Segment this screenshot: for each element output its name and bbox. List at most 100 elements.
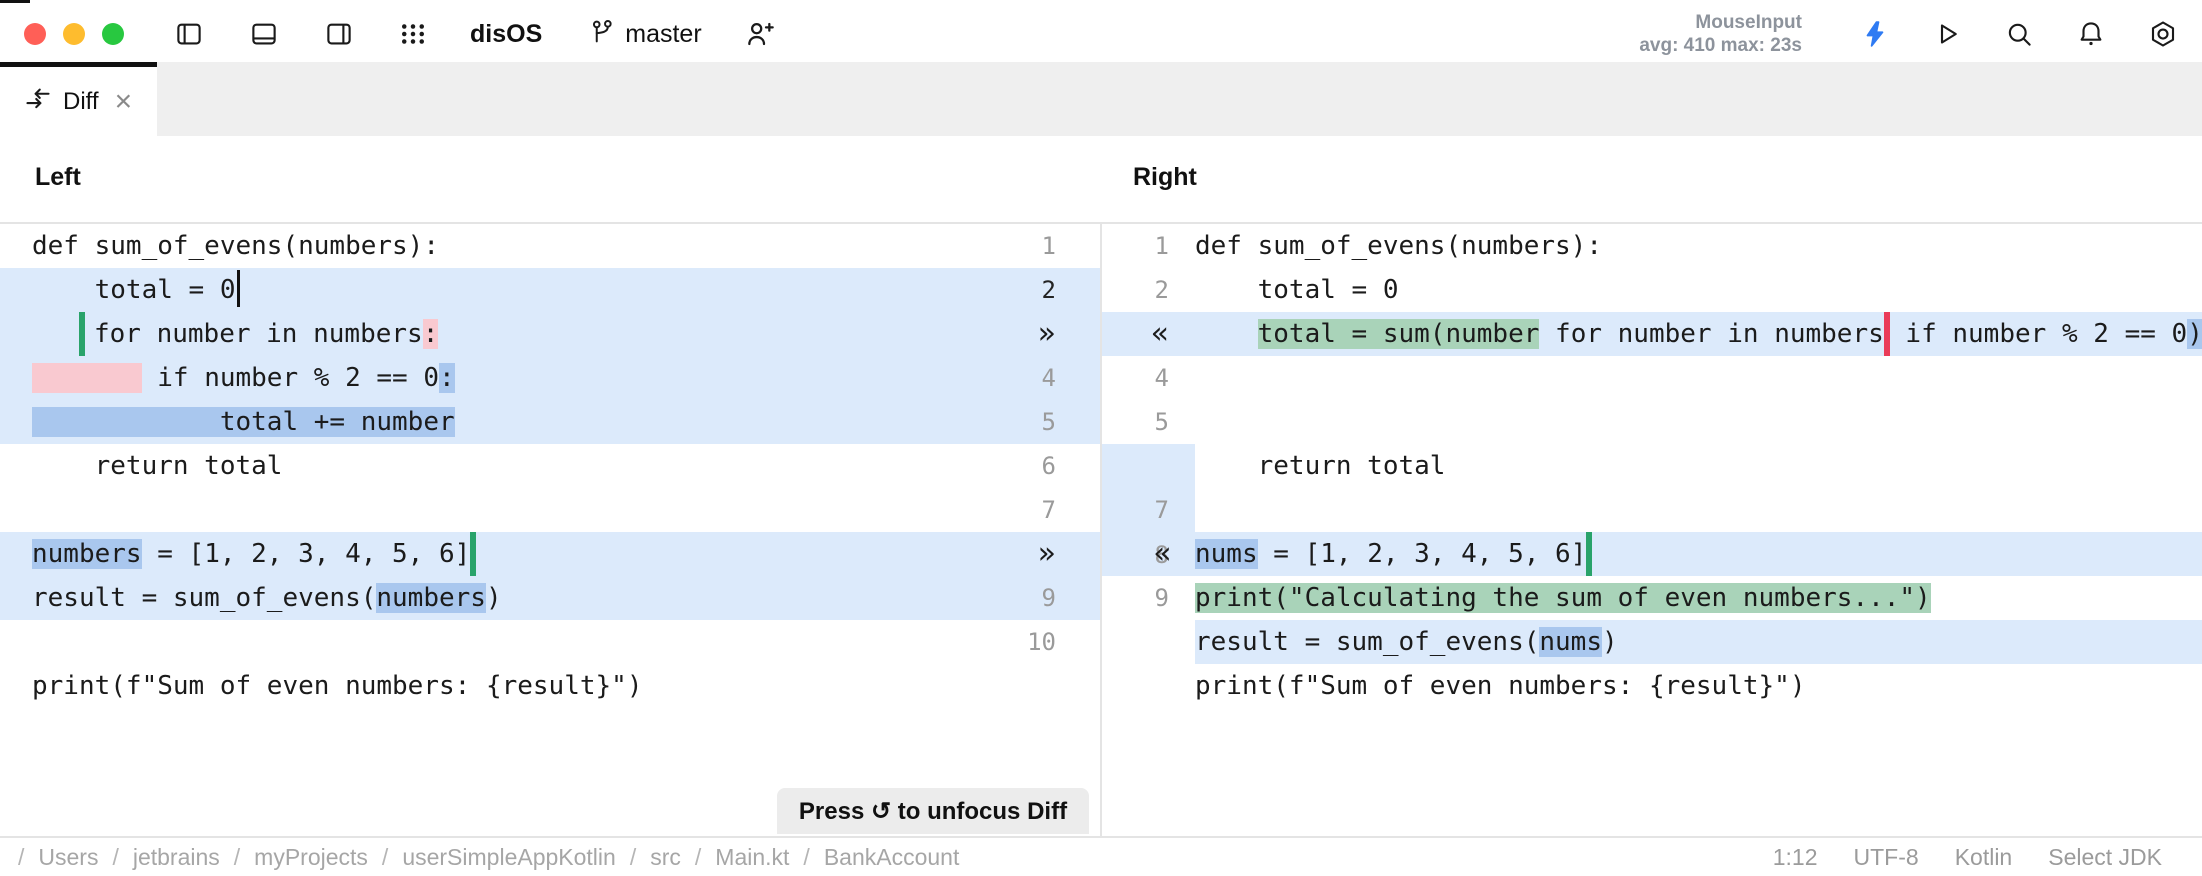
breadcrumb-item[interactable]: myProjects [254,843,368,870]
code-segment: total = sum(number [1257,319,1540,349]
diff-right-pane: 1 def sum_of_evens(numbers): 2 total = 0 « … [1102,224,2202,708]
breadcrumb-item[interactable]: Main.kt [715,843,790,870]
toolbar: disOS master MouseInput avg: 410 max: 23… [0,0,2202,62]
code-line[interactable]: return total [0,444,1000,488]
code-segment: total = 0 [1195,275,1399,305]
code-line[interactable] [0,488,1000,532]
run-icon[interactable] [1932,19,1962,49]
breadcrumb-item[interactable]: src [650,843,681,870]
zoom-window-button[interactable] [102,23,124,45]
add-collaborator-icon[interactable] [744,18,776,50]
line-number: 2 [1154,276,1169,304]
workspaces-grid-icon[interactable] [398,19,428,49]
toggle-right-panel-button[interactable] [324,19,354,49]
diff-row: print(f"Sum of even numbers: {result}") [1102,664,2202,708]
file-encoding[interactable]: UTF-8 [1853,843,1919,870]
code-line[interactable]: total = sum(number for number in numbers… [1195,312,2202,356]
project-name[interactable]: disOS [470,19,543,48]
green-change-marker [470,532,477,576]
tab-diff[interactable]: Diff × [0,62,157,136]
apply-change-chevron[interactable]: » [1037,536,1056,571]
branch-name: master [625,19,702,48]
code-segment: print(f"Sum of even numbers: {result}") [32,671,643,701]
diff-row: 2 total = 0 [1102,268,2202,312]
apply-change-chevron[interactable]: « [1150,316,1169,351]
apply-change-chevron[interactable]: « [1153,536,1172,571]
code-line[interactable]: print(f"Sum of even numbers: {result}") [0,664,1000,708]
code-line[interactable]: print("Calculating the sum of even numbe… [1195,576,2202,620]
code-segment [1195,319,1258,349]
code-segment [32,319,79,349]
diff-icon [24,85,52,118]
select-jdk[interactable]: Select JDK [2048,843,2162,870]
code-line[interactable]: if number % 2 == 0: [0,356,1000,400]
code-line[interactable] [0,620,1000,664]
code-line[interactable] [1195,488,2202,532]
gutter-cell: «8 [1102,532,1195,576]
breadcrumb-item[interactable]: jetbrains [132,843,220,870]
code-segment: : [422,319,439,349]
code-line[interactable]: for number in numbers: [0,312,1000,356]
quick-actions-bolt-icon[interactable] [1860,19,1890,49]
diff-row: 4 [1102,356,2202,400]
code-segment: def sum_of_evens(numbers): [32,231,439,261]
apply-change-chevron[interactable]: » [1037,316,1056,351]
tab-close-icon[interactable]: × [114,84,133,118]
header-divider [0,222,2202,224]
code-line[interactable]: result = sum_of_evens(numbers) [0,576,1000,620]
code-segment: result = sum_of_evens( [1195,627,1540,657]
toggle-bottom-panel-button[interactable] [249,19,279,49]
code-line[interactable]: return total [1195,444,2202,488]
left-pane-header: Left [35,163,81,191]
diff-row: 10 [0,620,1100,664]
notifications-bell-icon[interactable] [2076,19,2106,49]
menu-notch [0,0,30,3]
code-segment: print("Calculating the sum of even numbe… [1195,583,1931,613]
line-number: 10 [1027,628,1056,656]
diff-row: 7 [1102,488,2202,532]
code-segment: def sum_of_evens(numbers): [1195,231,1602,261]
code-line[interactable]: print(f"Sum of even numbers: {result}") [1195,664,2202,708]
code-line[interactable]: def sum_of_evens(numbers): [1195,224,2202,268]
code-segment: ) [485,583,502,613]
diff-row: return total [1102,444,2202,488]
diff-row: 2 total = 0 [0,268,1100,312]
line-number: 1 [1041,232,1056,260]
breadcrumb-item[interactable]: userSimpleAppKotlin [402,843,616,870]
diff-row: » numbers = [1, 2, 3, 4, 5, 6] [0,532,1100,576]
code-segment: nums [1195,539,1258,569]
code-segment: nums [1539,627,1602,657]
line-number: 4 [1154,364,1169,392]
breadcrumb-separator: / [18,843,25,870]
code-line[interactable]: total += number [0,400,1000,444]
code-line[interactable] [1195,356,2202,400]
file-language[interactable]: Kotlin [1954,843,2013,870]
gutter-cell [1000,664,1100,708]
settings-gear-icon[interactable] [2148,19,2178,49]
breadcrumb-item[interactable]: BankAccount [823,843,960,870]
git-branch-widget[interactable]: master [588,18,702,51]
line-number: 2 [1000,268,1100,312]
code-line[interactable]: total = 0 [0,268,1000,312]
git-branch-icon [588,18,616,51]
code-line[interactable]: result = sum_of_evens(nums) [1195,620,2202,664]
breadcrumb-item[interactable]: Users [38,843,99,870]
close-window-button[interactable] [24,23,46,45]
code-line[interactable]: numbers = [1, 2, 3, 4, 5, 6] [0,532,1000,576]
search-icon[interactable] [2004,19,2034,49]
code-line[interactable]: nums = [1, 2, 3, 4, 5, 6] [1195,532,2202,576]
panel-toggles [174,13,354,49]
code-line[interactable]: total = 0 [1195,268,2202,312]
caret-position[interactable]: 1:12 [1772,843,1818,870]
red-change-marker [1883,312,1890,356]
toggle-left-panel-button[interactable] [174,19,204,49]
gutter-cell [1102,664,1195,708]
code-line[interactable] [1195,400,2202,444]
code-segment: if number % 2 == 0 [157,363,439,393]
code-segment [142,363,158,393]
gutter-cell: « [1102,312,1195,356]
code-line[interactable]: def sum_of_evens(numbers): [0,224,1000,268]
minimize-window-button[interactable] [63,23,85,45]
pane-divider[interactable] [1100,224,1102,836]
